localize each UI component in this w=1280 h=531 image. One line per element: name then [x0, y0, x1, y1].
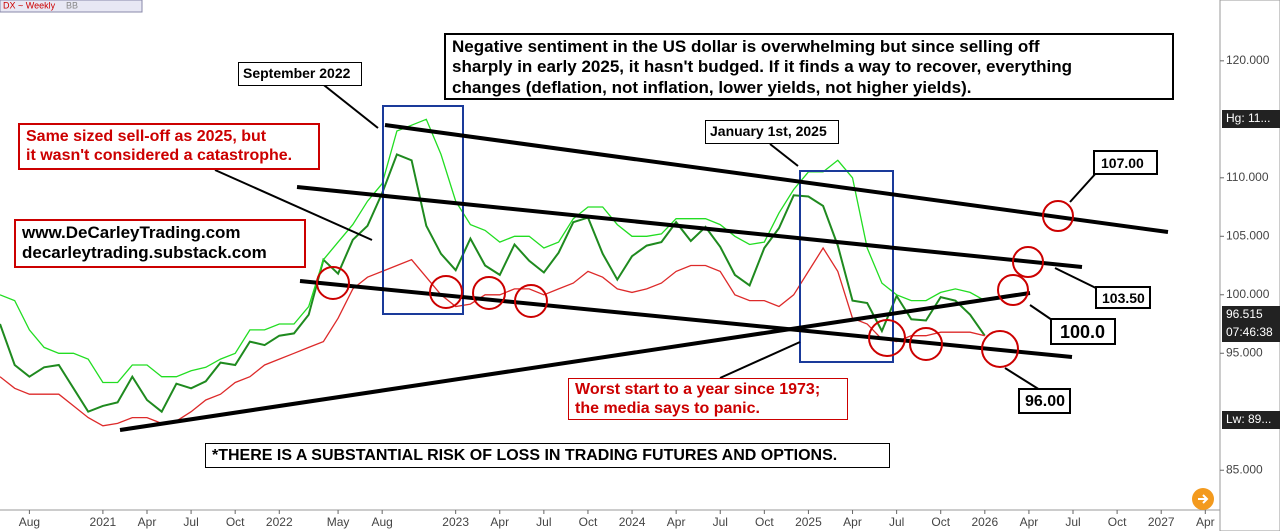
arrow	[1069, 171, 1098, 203]
label-jan-2025: January 1st, 2025	[705, 120, 839, 144]
website: decarleytrading.substack.com	[22, 243, 267, 263]
y-tick-label: 100.000	[1226, 287, 1270, 301]
x-tick-label: Jul	[536, 515, 551, 529]
label-sep-2022: September 2022	[238, 62, 362, 86]
x-tick-label: Jul	[889, 515, 904, 529]
y-tick-label: 85.000	[1226, 462, 1263, 476]
highlight-box	[799, 170, 894, 363]
x-tick-label: 2024	[619, 515, 646, 529]
last-price: 96.515	[1226, 307, 1263, 321]
x-tick-label: May	[327, 515, 350, 529]
header: DX ~ Weekly	[3, 0, 56, 10]
highlight-box	[382, 105, 464, 315]
scroll-icon	[1198, 494, 1209, 504]
arrow	[719, 341, 801, 379]
circle-marker	[1012, 246, 1044, 278]
y-tick-label: 95.000	[1226, 345, 1263, 359]
y-tick-label: 110.000	[1226, 170, 1269, 184]
high-tag: Hg: 11...	[1226, 111, 1270, 125]
x-tick-label: Jul	[1065, 515, 1080, 529]
price-tag	[1222, 411, 1280, 429]
low-tag: Lw: 89...	[1226, 412, 1271, 426]
x-tick-label: Oct	[579, 515, 598, 529]
x-tick-label: Apr	[843, 515, 862, 529]
trendline	[296, 185, 1083, 269]
x-tick-label: Oct	[1108, 515, 1127, 529]
last-time: 07:46:38	[1226, 325, 1273, 339]
x-tick-label: 2021	[90, 515, 117, 529]
worst-start-note: Worst start to a year since 1973; the me…	[568, 378, 848, 420]
series-line	[0, 153, 986, 414]
x-tick-label: Apr	[667, 515, 686, 529]
circle-marker	[514, 284, 548, 318]
arrow	[1004, 367, 1041, 391]
level-label: 100.0	[1050, 318, 1116, 345]
price-tag	[1222, 306, 1280, 342]
overlays	[119, 81, 1169, 432]
arrow	[319, 81, 379, 129]
circle-marker	[868, 319, 906, 357]
website-box: www.DeCarleyTrading.com decarleytrading.…	[14, 219, 306, 268]
header-study: BB	[66, 0, 78, 10]
level-label: 107.00	[1093, 150, 1158, 175]
x-tick-label: Oct	[226, 515, 245, 529]
note-line: Negative sentiment in the US dollar is o…	[452, 37, 1040, 56]
price-tag	[1222, 110, 1280, 128]
x-tick-label: Aug	[371, 515, 392, 529]
circle-marker	[429, 275, 463, 309]
x-tick-label: 2022	[266, 515, 293, 529]
x-tick-label: Jul	[713, 515, 728, 529]
x-tick-label: Apr	[138, 515, 157, 529]
arrow	[214, 169, 373, 241]
x-tick-label: Oct	[931, 515, 950, 529]
circle-marker	[1042, 200, 1074, 232]
circle-marker	[909, 327, 943, 361]
note-line: the media says to panic.	[575, 400, 760, 418]
trendline	[119, 291, 1031, 432]
trendline	[384, 123, 1169, 234]
note-line: changes (deflation, not inflation, lower…	[452, 77, 972, 97]
y-tick-label: 120.000	[1226, 53, 1270, 67]
price-axis	[1219, 0, 1280, 531]
x-tick-label: 2027	[1148, 515, 1175, 529]
level-label: 96.00	[1018, 388, 1071, 414]
x-tick-label: 2026	[971, 515, 998, 529]
note-line: Worst start to a year since 1973;	[575, 381, 821, 398]
x-tick-label: 2025	[795, 515, 822, 529]
disclaimer: *THERE IS A SUBSTANTIAL RISK OF LOSS IN …	[205, 443, 890, 468]
x-tick-label: Jul	[183, 515, 198, 529]
arrow	[769, 143, 799, 167]
circle-marker	[316, 266, 350, 300]
circle-marker	[472, 276, 506, 310]
level-label: 103.50	[1095, 286, 1151, 309]
x-tick-label: Oct	[755, 515, 774, 529]
trendline	[299, 279, 1073, 359]
arrow	[1029, 304, 1053, 321]
circle-marker	[997, 274, 1029, 306]
x-tick-label: Apr	[1020, 515, 1039, 529]
circle-marker	[981, 330, 1019, 368]
main-note: Negative sentiment in the US dollar is o…	[444, 33, 1174, 100]
x-tick-label: 2023	[442, 515, 469, 529]
header-bar	[0, 0, 143, 13]
website: www.DeCarleyTrading.com	[22, 223, 241, 242]
x-tick-label: Apr	[490, 515, 509, 529]
x-tick-label: Apr	[1196, 515, 1215, 529]
x-tick-label: Aug	[19, 515, 40, 529]
same-sized-note: Same sized sell-off as 2025, but it wasn…	[18, 123, 320, 170]
y-tick-label: 105.000	[1226, 228, 1270, 242]
arrow	[1054, 267, 1101, 291]
note-line: Same sized sell-off as 2025, but	[26, 128, 267, 145]
note-line: it wasn't considered a catastrophe.	[26, 147, 293, 165]
note-line: sharply in early 2025, it hasn't budged.…	[452, 57, 1073, 77]
